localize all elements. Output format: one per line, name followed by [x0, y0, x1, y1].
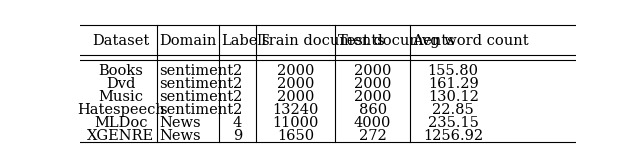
Text: 2000: 2000: [354, 77, 391, 91]
Text: MLDoc: MLDoc: [94, 116, 148, 130]
Text: Dvd: Dvd: [106, 77, 136, 91]
Text: 9: 9: [233, 129, 242, 143]
Text: 1650: 1650: [277, 129, 314, 143]
Text: 4: 4: [233, 116, 242, 130]
Text: 235.15: 235.15: [428, 116, 479, 130]
Text: Train documents: Train documents: [259, 34, 384, 48]
Text: 860: 860: [358, 103, 387, 117]
Text: 13240: 13240: [273, 103, 319, 117]
Text: 130.12: 130.12: [428, 90, 479, 104]
Text: sentiment: sentiment: [159, 64, 234, 78]
Text: 2000: 2000: [277, 64, 314, 78]
Text: Labels: Labels: [221, 34, 270, 48]
Text: Avg word count: Avg word count: [412, 34, 529, 48]
Text: 2: 2: [233, 77, 242, 91]
Text: 4000: 4000: [354, 116, 391, 130]
Text: 272: 272: [359, 129, 387, 143]
Text: 155.80: 155.80: [428, 64, 479, 78]
Text: 2000: 2000: [354, 64, 391, 78]
Text: 22.85: 22.85: [433, 103, 474, 117]
Text: XGENRE: XGENRE: [87, 129, 154, 143]
Text: 161.29: 161.29: [428, 77, 479, 91]
Text: Domain: Domain: [159, 34, 216, 48]
Text: Music: Music: [99, 90, 143, 104]
Text: 2000: 2000: [354, 90, 391, 104]
Text: News: News: [159, 129, 201, 143]
Text: sentiment: sentiment: [159, 90, 234, 104]
Text: 2: 2: [233, 103, 242, 117]
Text: 1256.92: 1256.92: [423, 129, 483, 143]
Text: 2000: 2000: [277, 77, 314, 91]
Text: News: News: [159, 116, 201, 130]
Text: 11000: 11000: [273, 116, 319, 130]
Text: 2000: 2000: [277, 90, 314, 104]
Text: 2: 2: [233, 64, 242, 78]
Text: Hatespeech: Hatespeech: [77, 103, 165, 117]
Text: Books: Books: [99, 64, 143, 78]
Text: Test documents: Test documents: [338, 34, 454, 48]
Text: 2: 2: [233, 90, 242, 104]
Text: Dataset: Dataset: [92, 34, 150, 48]
Text: sentiment: sentiment: [159, 103, 234, 117]
Text: sentiment: sentiment: [159, 77, 234, 91]
